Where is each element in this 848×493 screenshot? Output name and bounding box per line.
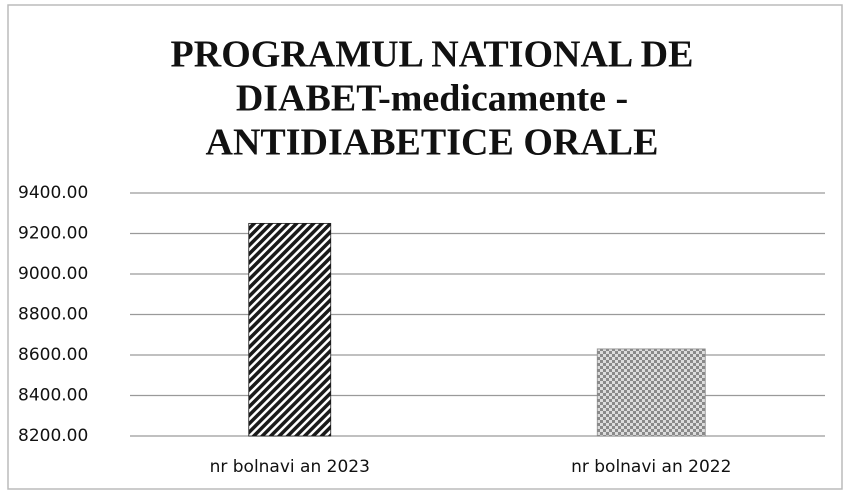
y-tick-label: 8200.00 [18, 426, 88, 446]
chart-title: DIABET-medicamente - [236, 78, 628, 120]
y-tick-label: 8400.00 [18, 386, 88, 406]
chart-title: PROGRAMUL NATIONAL DE [171, 34, 694, 76]
x-tick-label: nr bolnavi an 2023 [210, 457, 370, 477]
chart-title: ANTIDIABETICE ORALE [206, 122, 659, 164]
y-tick-label: 9200.00 [18, 224, 88, 244]
bar [248, 222, 332, 437]
y-tick-label: 9400.00 [18, 183, 88, 203]
y-tick-label: 8600.00 [18, 345, 88, 365]
bar [596, 348, 706, 437]
y-tick-label: 9000.00 [18, 264, 88, 284]
y-tick-label: 8800.00 [18, 305, 88, 325]
x-tick-label: nr bolnavi an 2022 [571, 457, 731, 477]
